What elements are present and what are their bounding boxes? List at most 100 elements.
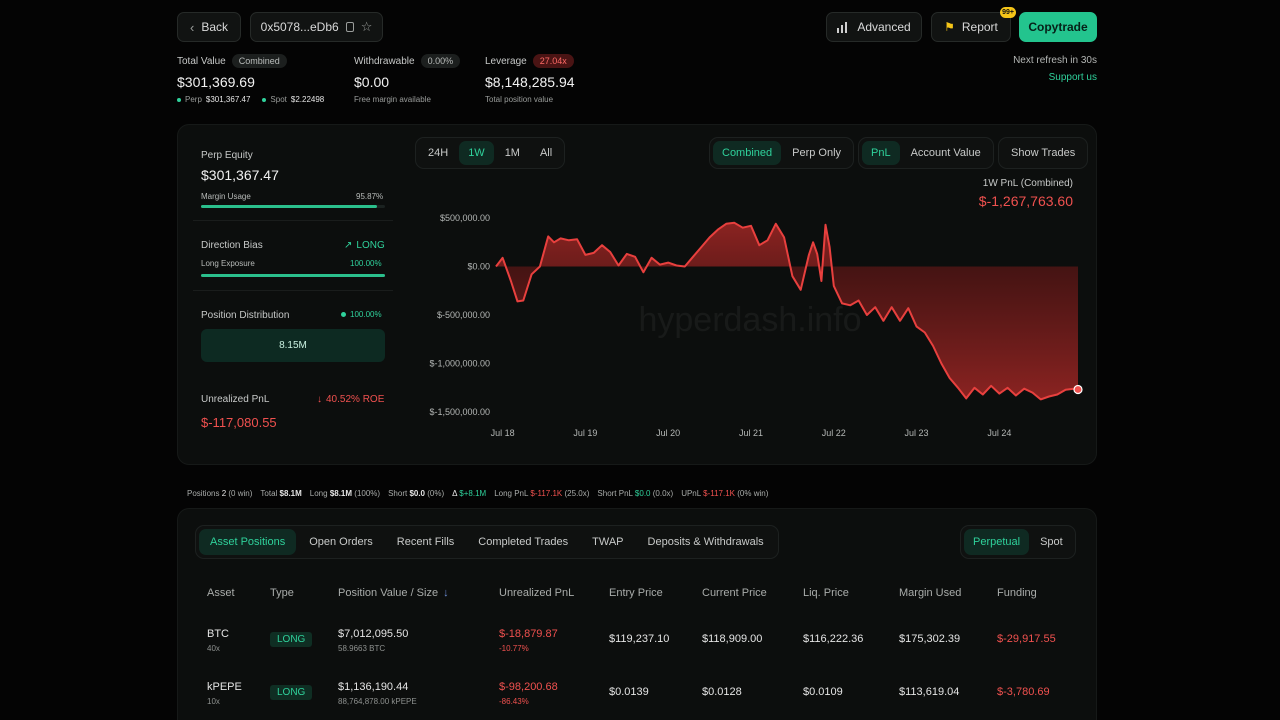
copy-icon[interactable] — [345, 22, 354, 32]
advanced-button[interactable]: Advanced — [826, 12, 922, 42]
range-all[interactable]: All — [539, 147, 553, 159]
long-exposure-value: 100.00% — [350, 259, 382, 268]
total-value-tag: Combined — [231, 54, 287, 68]
range-1m[interactable]: 1M — [504, 147, 520, 159]
row-current-price: $118,909.00 — [702, 633, 763, 645]
x-tick-label: Jul 22 — [822, 428, 846, 438]
row-leverage: 10x — [207, 697, 220, 706]
row-pnl-pct: -86.43% — [499, 697, 529, 706]
pnl-series-line — [495, 221, 1079, 401]
y-tick-label: $500,000.00 — [440, 213, 490, 223]
x-tick-label: Jul 24 — [987, 428, 1011, 438]
roe-text: 40.52% ROE — [326, 394, 385, 405]
col-entry-price[interactable]: Entry Price — [609, 587, 663, 599]
col-margin-used[interactable]: Margin Used — [899, 587, 962, 599]
withdrawable-block: Withdrawable 0.00% $0.00 Free margin ava… — [354, 54, 461, 104]
mode-selector: Combined Perp Only — [709, 137, 855, 169]
tab-deposits-withdrawals[interactable]: Deposits & Withdrawals — [647, 536, 764, 548]
tab-open-orders[interactable]: Open Orders — [309, 536, 373, 548]
row-margin-used: $113,619.04 — [899, 686, 960, 698]
row-type-badge: LONG — [270, 685, 313, 700]
toggle-spot[interactable]: Spot — [1040, 536, 1063, 548]
star-icon[interactable]: ☆ — [360, 19, 373, 34]
tab-recent-fills[interactable]: Recent Fills — [396, 536, 455, 548]
pnl-chart[interactable]: hyperdash.info $500,000.00 $0.00 $-500,000… — [420, 205, 1085, 445]
unrealized-pnl-value: $-117,080.55 — [201, 415, 277, 430]
trend-up-icon: ↗ — [344, 240, 353, 251]
perp-equity-value: $301,367.47 — [201, 167, 279, 183]
support-link[interactable]: Support us — [1048, 72, 1097, 83]
metric-pnl[interactable]: PnL — [862, 141, 900, 165]
col-asset[interactable]: Asset — [207, 587, 235, 599]
unrealized-pnl-label: Unrealized PnL — [201, 394, 270, 405]
col-funding[interactable]: Funding — [997, 587, 1037, 599]
perp-equity-label: Perp Equity — [201, 150, 253, 161]
row-position-value: $7,012,095.50 — [338, 628, 409, 640]
direction-bias-text: LONG — [356, 240, 385, 251]
pnl-headline-value: $-1,267,763.60 — [978, 193, 1073, 209]
withdrawable-tag: 0.00% — [420, 54, 461, 68]
x-tick-label: Jul 23 — [905, 428, 929, 438]
row-liq-price: $0.0109 — [803, 686, 843, 698]
address-chip[interactable]: 0x5078...eDb6 ☆ — [250, 12, 383, 42]
positions-tabs: Asset Positions Open Orders Recent Fills… — [195, 525, 779, 559]
roe-value: ↓ 40.52% ROE — [317, 394, 384, 405]
col-current-price[interactable]: Current Price — [702, 587, 767, 599]
stat-long: Long $8.1M (100%) — [309, 489, 381, 498]
position-distribution-label: Position Distribution — [201, 310, 290, 321]
y-tick-label: $-1,500,000.00 — [429, 407, 490, 417]
tab-twap[interactable]: TWAP — [592, 536, 624, 548]
range-1w[interactable]: 1W — [459, 141, 494, 165]
back-button[interactable]: ‹ Back — [177, 12, 241, 42]
y-tick-label: $-1,000,000.00 — [429, 359, 490, 369]
toggle-perpetual[interactable]: Perpetual — [964, 529, 1030, 555]
sort-down-icon: ↓ — [443, 587, 449, 599]
pnl-last-point[interactable] — [1073, 384, 1083, 395]
arrow-down-icon: ↓ — [317, 394, 322, 405]
col-position-value[interactable]: Position Value / Size ↓ — [338, 587, 449, 599]
long-exposure-fill — [201, 274, 385, 277]
wallet-address: 0x5078...eDb6 — [260, 20, 339, 34]
row-position-value: $1,136,190.44 — [338, 681, 409, 693]
chevron-left-icon: ‹ — [189, 19, 195, 35]
row-entry-price: $0.0139 — [609, 686, 649, 698]
show-trades-label: Show Trades — [1011, 147, 1076, 159]
total-value-label: Total Value — [177, 55, 226, 67]
copytrade-button[interactable]: Copytrade — [1019, 12, 1097, 42]
show-trades-button[interactable]: Show Trades — [998, 137, 1089, 169]
col-unrealized-pnl[interactable]: Unrealized PnL — [499, 587, 575, 599]
perp-label: Perp — [185, 95, 202, 104]
tab-completed-trades[interactable]: Completed Trades — [478, 536, 569, 548]
row-entry-price: $119,237.10 — [609, 633, 670, 645]
row-pnl: $-18,879.87 — [499, 628, 558, 640]
stat-delta: Δ $+8.1M — [452, 489, 487, 498]
distribution-bar[interactable]: 8.15M — [201, 329, 385, 362]
margin-usage-value: 95.87% — [356, 192, 384, 201]
row-pnl: $-98,200.68 — [499, 681, 558, 693]
mode-combined[interactable]: Combined — [713, 141, 782, 165]
metric-selector: PnL Account Value — [858, 137, 994, 169]
spot-label: Spot — [270, 95, 287, 104]
col-type[interactable]: Type — [270, 587, 294, 599]
range-24h[interactable]: 24H — [428, 147, 449, 159]
row-type-badge: LONG — [270, 632, 313, 647]
x-tick-label: Jul 18 — [491, 428, 515, 438]
x-tick-label: Jul 19 — [573, 428, 597, 438]
tab-asset-positions[interactable]: Asset Positions — [199, 529, 297, 555]
leverage-block: Leverage 27.04x $8,148,285.94 Total posi… — [485, 54, 575, 104]
report-button[interactable]: ⚑ Report 99+ — [931, 7, 1016, 42]
row-liq-price: $116,222.36 — [803, 633, 864, 645]
stat-short: Short $0.0 (0%) — [388, 489, 445, 498]
row-position-size: 58.9663 BTC — [338, 644, 386, 653]
position-distribution-value: 100.00% — [341, 310, 382, 319]
direction-bias-label: Direction Bias — [201, 240, 263, 251]
perp-dot-icon — [177, 97, 181, 102]
col-liq-price[interactable]: Liq. Price — [803, 587, 849, 599]
report-badge: 99+ — [1000, 7, 1016, 18]
copytrade-label: Copytrade — [1028, 20, 1088, 34]
mode-perp-only[interactable]: Perp Only — [792, 147, 842, 159]
chart-watermark: hyperdash.info — [638, 301, 861, 339]
pnl-area-above — [496, 222, 1078, 267]
metric-account-value[interactable]: Account Value — [910, 147, 981, 159]
total-value: $301,369.69 — [177, 74, 255, 90]
